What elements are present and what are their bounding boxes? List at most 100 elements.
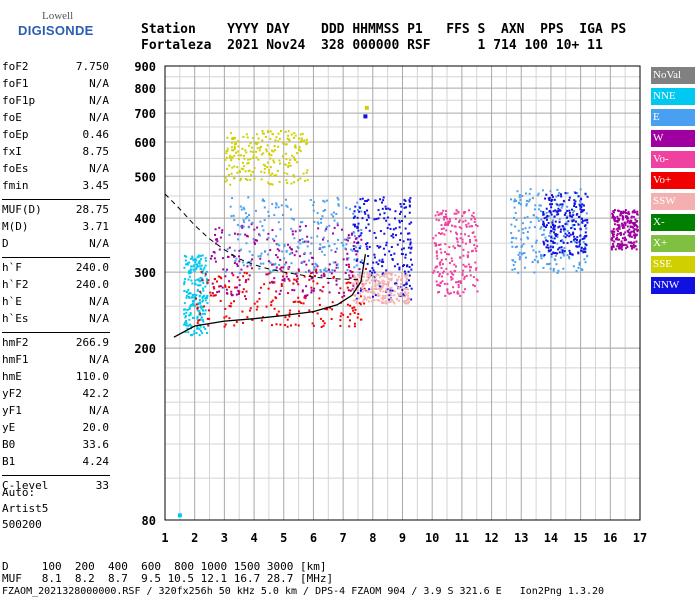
echo-point [304, 225, 307, 228]
echo-point [191, 257, 194, 260]
echo-point [556, 213, 559, 216]
echo-point [474, 268, 477, 271]
echo-point [266, 273, 269, 276]
echo-point [547, 197, 550, 200]
echo-point [274, 206, 277, 209]
echo-point [365, 298, 368, 301]
echo-point [626, 225, 629, 228]
echo-point [258, 267, 261, 270]
echo-point [557, 194, 560, 197]
echo-point [320, 274, 323, 277]
echo-point [475, 249, 478, 252]
echo-point [233, 300, 236, 303]
echo-point [268, 183, 271, 186]
echo-point [403, 198, 406, 201]
echo-point [550, 239, 553, 242]
echo-point [289, 324, 292, 327]
echo-point [292, 282, 295, 285]
echo-point [621, 237, 624, 240]
auto-line: Artist5 [2, 502, 49, 515]
echo-point [353, 325, 356, 328]
echo-point [559, 209, 562, 212]
echo-point [558, 246, 561, 249]
parameter-name: foF2 [2, 60, 29, 73]
echo-point [242, 225, 245, 228]
echo-point [636, 229, 639, 232]
parameter-value: 33.6 [82, 438, 110, 451]
echo-point [342, 244, 345, 247]
echo-point [258, 146, 261, 149]
echo-point [310, 242, 313, 245]
echo-point [408, 199, 411, 202]
echo-point [536, 217, 539, 220]
echo-point [283, 277, 286, 280]
echo-point [320, 250, 323, 253]
echo-point [230, 172, 233, 175]
echo-point [200, 292, 203, 295]
echo-point [279, 289, 282, 292]
echo-point [633, 236, 636, 239]
echo-point [617, 219, 620, 222]
echo-point [370, 288, 373, 291]
echo-point [571, 220, 574, 223]
echo-point [405, 276, 408, 279]
echo-point [229, 132, 232, 135]
echo-point [619, 210, 622, 213]
echo-point [552, 240, 555, 243]
echo-point [568, 257, 571, 260]
parameter-name: foF1p [2, 94, 36, 107]
echo-point [275, 235, 278, 238]
echo-point [303, 260, 306, 263]
echo-point [568, 232, 571, 235]
echo-point [234, 286, 237, 289]
echo-point [212, 250, 215, 253]
echo-point [579, 208, 582, 211]
echo-point [204, 274, 207, 277]
echo-point [579, 204, 582, 207]
echo-point [524, 227, 527, 230]
echo-point [303, 139, 306, 142]
echo-point [195, 332, 198, 335]
echo-point [255, 133, 258, 136]
echo-point [616, 223, 619, 226]
echo-point [266, 161, 269, 164]
echo-point [531, 245, 534, 248]
echo-point [612, 210, 615, 213]
echo-point [230, 302, 233, 305]
parameter-row: B1 4.24 [2, 455, 109, 472]
echo-point [461, 241, 464, 244]
parameter-name: foF1 [2, 77, 29, 90]
echo-point [335, 247, 338, 250]
parameter-row: hmF2 266.9 [2, 336, 109, 353]
echo-point [372, 290, 375, 293]
echo-point [387, 207, 390, 210]
echo-point [554, 220, 557, 223]
echo-point [451, 224, 454, 227]
echo-point [363, 295, 366, 298]
echo-point [406, 238, 409, 241]
echo-point [566, 234, 569, 237]
echo-point [236, 223, 239, 226]
echo-point [245, 279, 248, 282]
echo-point [459, 281, 462, 284]
echo-point [439, 232, 442, 235]
echo-point [434, 266, 437, 269]
echo-point [198, 259, 201, 262]
echo-point [535, 239, 538, 242]
echo-point [451, 260, 454, 263]
echo-point [399, 239, 402, 242]
echo-point [228, 234, 231, 237]
echo-point [384, 205, 387, 208]
echo-point [550, 213, 553, 216]
echo-point [204, 257, 207, 260]
echo-point [634, 218, 637, 221]
y-tick-label: 900 [134, 60, 156, 74]
echo-point [233, 324, 236, 327]
echo-point [330, 308, 333, 311]
echo-point [256, 300, 259, 303]
parameter-row: M(D) 3.71 [2, 220, 109, 237]
echo-point [284, 324, 287, 327]
echo-point [245, 242, 248, 245]
echo-point [190, 271, 193, 274]
echo-point [221, 229, 224, 232]
